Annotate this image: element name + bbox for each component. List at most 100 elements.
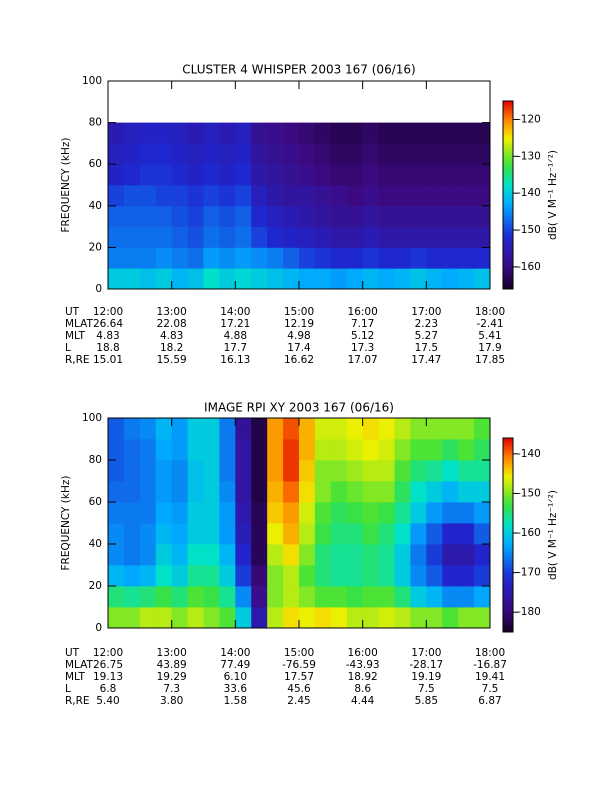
heat-cell xyxy=(187,523,204,545)
ephemeris-value: 5.85 xyxy=(415,695,438,707)
heat-cell xyxy=(155,226,173,248)
heat-cell xyxy=(171,460,188,482)
colorbar-tick-label: -140 xyxy=(517,448,541,460)
heat-cell xyxy=(299,502,316,524)
heat-cell xyxy=(362,143,379,165)
heat-cell xyxy=(251,607,268,629)
heat-cell xyxy=(394,164,411,186)
heat-cell xyxy=(235,586,252,608)
ephemeris-value: 6.10 xyxy=(224,671,247,683)
ephemeris-value: 12.19 xyxy=(284,318,314,330)
heat-cell xyxy=(139,439,157,461)
heat-cell xyxy=(346,502,364,524)
heat-cell xyxy=(123,586,141,608)
heat-cell xyxy=(235,143,252,165)
ephemeris-value: 16.13 xyxy=(220,354,250,366)
heat-cell xyxy=(394,502,411,524)
heat-cell xyxy=(330,418,348,440)
heat-cell xyxy=(283,122,300,144)
heat-cell xyxy=(283,460,300,482)
heat-cell xyxy=(426,460,443,482)
heat-cell xyxy=(123,502,141,524)
heat-cell xyxy=(410,565,427,587)
heat-cell xyxy=(267,143,284,165)
heat-cell xyxy=(219,185,236,207)
heat-cell xyxy=(235,607,252,629)
ephemeris-value: 17.9 xyxy=(478,342,501,354)
heat-cell xyxy=(219,439,236,461)
heat-cell xyxy=(442,544,459,566)
heat-cell xyxy=(123,418,141,440)
heat-cell xyxy=(123,143,141,165)
y-tick-label: 0 xyxy=(95,622,102,634)
heat-cell xyxy=(458,607,475,629)
heat-cell xyxy=(251,143,268,165)
colorbar-tick-label: -150 xyxy=(517,224,541,236)
heat-cell xyxy=(251,122,268,144)
heat-cell xyxy=(235,418,252,440)
heat-cell xyxy=(155,205,173,227)
heat-cell xyxy=(378,418,395,440)
heat-cell xyxy=(283,586,300,608)
heat-cell xyxy=(362,523,379,545)
heat-cell xyxy=(394,586,411,608)
heat-cell xyxy=(235,481,252,503)
heat-cell xyxy=(330,268,348,290)
heat-cell xyxy=(474,523,491,545)
ephemeris-value: 8.6 xyxy=(354,683,371,695)
x-tick-label: 13:00 xyxy=(157,306,187,318)
heat-cell xyxy=(267,544,284,566)
heat-cell xyxy=(474,565,491,587)
heat-cell xyxy=(442,586,459,608)
heat-cell xyxy=(139,205,157,227)
heat-cell xyxy=(474,544,491,566)
heat-cell xyxy=(378,502,395,524)
heat-cell xyxy=(283,544,300,566)
colorbar-tick-label: -120 xyxy=(517,113,541,125)
heat-cell xyxy=(171,523,188,545)
heat-cell xyxy=(474,418,491,440)
heat-cell xyxy=(235,164,252,186)
x-tick-label: 15:00 xyxy=(284,306,314,318)
heat-cell xyxy=(123,523,141,545)
ephemeris-value: 7.3 xyxy=(163,683,180,695)
heat-cell xyxy=(171,122,188,144)
heat-cell xyxy=(474,226,491,248)
ephemeris-value: 17.7 xyxy=(224,342,247,354)
x-tick-label: 17:00 xyxy=(411,306,441,318)
heat-cell xyxy=(251,164,268,186)
x-tick-label: 13:00 xyxy=(157,647,187,659)
heat-cell xyxy=(108,439,125,461)
heat-cell xyxy=(314,164,332,186)
heat-cell xyxy=(426,502,443,524)
heat-cell xyxy=(187,544,204,566)
heat-cell xyxy=(394,439,411,461)
heat-cell xyxy=(187,607,204,629)
heat-cell xyxy=(139,481,157,503)
heat-cell xyxy=(155,247,173,269)
heat-cell xyxy=(267,247,284,269)
heat-cell xyxy=(378,523,395,545)
heat-cell xyxy=(139,143,157,165)
heat-cell xyxy=(219,122,236,144)
heat-cell xyxy=(410,502,427,524)
heat-cell xyxy=(187,164,204,186)
heat-cell xyxy=(314,418,332,440)
heat-cell xyxy=(235,565,252,587)
heat-cell xyxy=(187,460,204,482)
heat-cell xyxy=(155,523,173,545)
heat-cell xyxy=(330,205,348,227)
heat-cell xyxy=(203,565,220,587)
heat-cell xyxy=(442,268,459,290)
heat-cell xyxy=(171,247,188,269)
heat-cell xyxy=(283,205,300,227)
heat-cell xyxy=(442,460,459,482)
heat-cell xyxy=(362,565,379,587)
heat-cell xyxy=(299,122,316,144)
y-tick-label: 60 xyxy=(89,496,102,508)
heat-cell xyxy=(442,502,459,524)
heat-cell xyxy=(394,185,411,207)
heat-cell xyxy=(346,226,364,248)
ephemeris-value: 17.3 xyxy=(351,342,374,354)
heat-cell xyxy=(410,205,427,227)
